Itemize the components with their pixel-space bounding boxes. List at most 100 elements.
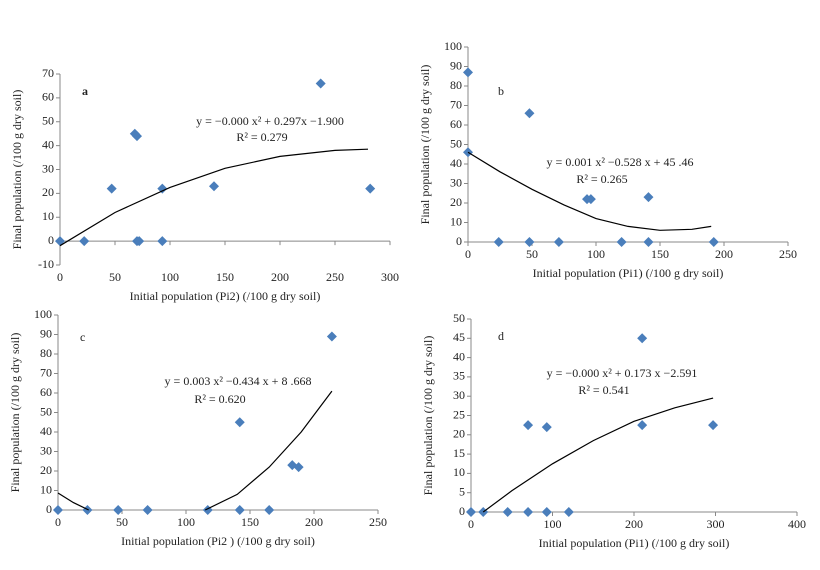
y-tick-label: 40: [40, 424, 52, 438]
x-tick-label: 200: [625, 517, 643, 531]
point: [157, 236, 168, 247]
y-tick-label: 50: [453, 311, 465, 325]
trendline: [467, 151, 712, 231]
y-tick-label: 15: [453, 446, 465, 460]
panel-label: c: [80, 330, 85, 344]
x-tick-label: 50: [109, 270, 121, 284]
point: [541, 507, 552, 517]
y-tick-label: 30: [453, 388, 465, 402]
y-tick-label: 40: [42, 137, 54, 151]
x-tick-label: 0: [465, 247, 471, 261]
point: [553, 237, 564, 247]
point: [616, 237, 627, 247]
y-tick-label: 45: [453, 330, 465, 344]
r-squared: R² = 0.265: [576, 172, 627, 186]
x-tick-label: 150: [651, 247, 669, 261]
panel-label: a: [82, 84, 88, 98]
y-tick-label: 80: [450, 78, 462, 92]
y-tick-label: 35: [453, 369, 465, 383]
y-tick-label: 5: [459, 484, 465, 498]
point: [502, 507, 513, 517]
x-tick-label: 250: [326, 270, 344, 284]
trendline: [482, 397, 714, 513]
y-axis-title: Final population (/100 g dry soil): [10, 90, 24, 250]
x-tick-label: 0: [468, 517, 474, 531]
point: [493, 237, 504, 247]
point: [524, 237, 535, 247]
y-tick-label: 70: [42, 66, 54, 80]
y-tick-label: 40: [450, 156, 462, 170]
x-axis-title: Initial population (Pi1) (/100 g dry soi…: [539, 536, 730, 550]
r-squared: R² = 0.620: [194, 392, 245, 406]
point: [365, 183, 376, 194]
x-tick-label: 150: [241, 515, 259, 529]
y-tick-label: -10: [38, 257, 54, 271]
y-tick-label: 30: [40, 443, 52, 457]
equation: y = −0.000 x² + 0.173 x −2.591: [547, 366, 698, 380]
point: [234, 417, 245, 428]
point: [541, 422, 552, 433]
y-tick-label: 100: [34, 307, 52, 321]
point: [466, 507, 476, 517]
r-squared: R² = 0.279: [236, 130, 287, 144]
point: [315, 78, 326, 89]
x-tick-label: 300: [381, 270, 399, 284]
y-tick-label: 30: [42, 161, 54, 175]
y-tick-label: 40: [453, 349, 465, 363]
point: [708, 420, 719, 431]
x-tick-label: 150: [216, 270, 234, 284]
point: [209, 181, 219, 192]
point: [106, 183, 117, 194]
point: [523, 420, 534, 431]
x-tick-label: 0: [57, 270, 63, 284]
y-tick-label: 70: [450, 97, 462, 111]
y-tick-label: 20: [40, 463, 52, 477]
panel-label: d: [498, 329, 504, 343]
point: [643, 237, 654, 247]
point: [523, 507, 534, 517]
y-tick-label: 0: [46, 502, 52, 516]
point: [326, 331, 337, 342]
equation: y = 0.001 x² −0.528 x + 45 .46: [547, 155, 694, 169]
r-squared: R² = 0.541: [578, 383, 629, 397]
point: [563, 507, 574, 517]
y-tick-label: 0: [48, 233, 54, 247]
point: [524, 108, 535, 119]
x-tick-label: 200: [715, 247, 733, 261]
y-tick-label: 90: [450, 58, 462, 72]
x-tick-label: 0: [55, 515, 61, 529]
point: [637, 420, 648, 431]
y-tick-label: 10: [42, 209, 54, 223]
y-tick-label: 60: [40, 385, 52, 399]
trendline: [59, 148, 369, 247]
y-tick-label: 70: [40, 365, 52, 379]
x-tick-label: 100: [587, 247, 605, 261]
y-tick-label: 80: [40, 346, 52, 360]
y-tick-label: 0: [459, 504, 465, 518]
x-tick-label: 100: [177, 515, 195, 529]
y-tick-label: 60: [42, 90, 54, 104]
point: [708, 237, 719, 247]
point: [113, 505, 124, 515]
x-axis-title: Initial population (Pi2 ) (/100 g dry so…: [121, 534, 315, 548]
trendline: [57, 390, 333, 511]
point: [79, 236, 90, 247]
point: [132, 131, 142, 142]
y-tick-label: 90: [40, 326, 52, 340]
x-tick-label: 50: [116, 515, 128, 529]
y-tick-label: 10: [40, 482, 52, 496]
point: [463, 67, 473, 78]
x-tick-label: 100: [544, 517, 562, 531]
y-tick-label: 20: [450, 195, 462, 209]
y-tick-label: 50: [42, 114, 54, 128]
equation: y = −0.000 x² + 0.297x −1.900: [196, 114, 344, 128]
y-tick-label: 25: [453, 407, 465, 421]
x-tick-label: 250: [779, 247, 797, 261]
y-axis-title: Final population (/100 g dry soil): [421, 336, 435, 496]
y-tick-label: 50: [450, 136, 462, 150]
x-axis-title: Initial population (Pi2) (/100 g dry soi…: [130, 289, 321, 303]
point: [134, 236, 145, 247]
y-tick-label: 0: [456, 234, 462, 248]
y-tick-label: 20: [453, 427, 465, 441]
